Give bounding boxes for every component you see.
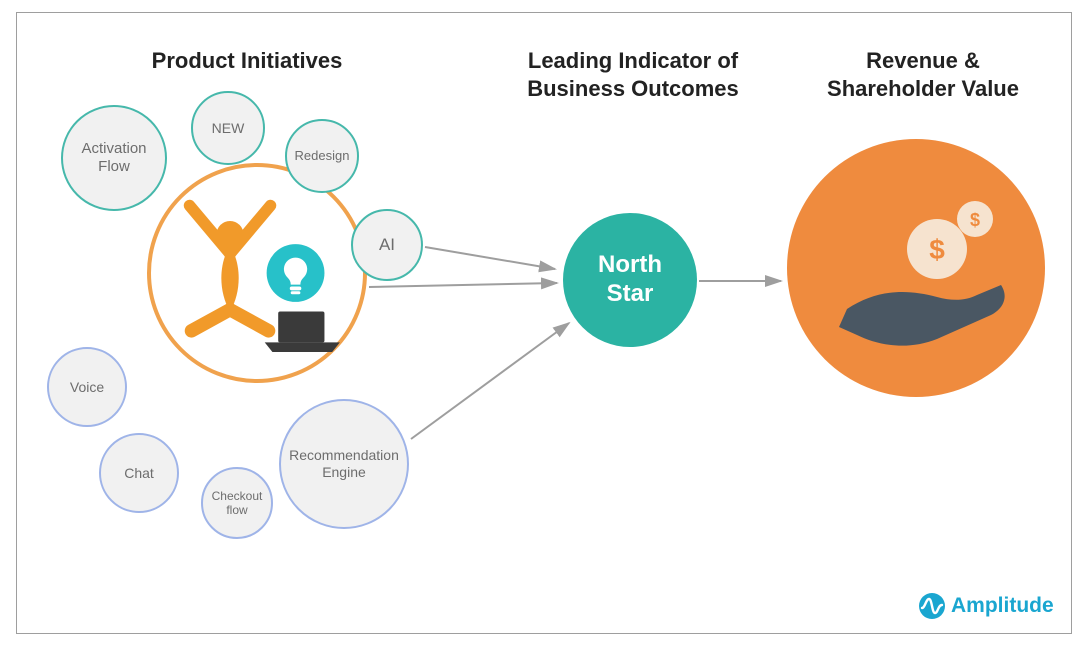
svg-text:$: $: [929, 234, 945, 265]
initiatives-hero-circle: [147, 163, 367, 383]
bubble-new: NEW: [191, 91, 265, 165]
bubble-label: AI: [379, 235, 395, 255]
revenue-circle: $ $: [787, 139, 1045, 397]
bubble-label: Checkoutflow: [212, 489, 263, 518]
bubble-label: RecommendationEngine: [289, 447, 399, 481]
diagram-stage: Product Initiatives Leading Indicator of…: [17, 13, 1071, 633]
hand-coins-icon: $ $: [787, 139, 1045, 397]
hero-illustration: [151, 167, 363, 379]
bubble-label: Chat: [124, 465, 154, 482]
bubble-label: NEW: [212, 120, 245, 137]
amplitude-logo-icon: [919, 593, 945, 619]
svg-text:$: $: [970, 210, 980, 230]
bubble-checkout-flow: Checkoutflow: [201, 467, 273, 539]
bubble-ai: AI: [351, 209, 423, 281]
amplitude-logo: Amplitude: [919, 593, 1054, 619]
bubble-label: ActivationFlow: [81, 140, 146, 176]
heading-revenue: Revenue &Shareholder Value: [793, 47, 1053, 102]
bubble-label: Voice: [70, 379, 104, 396]
bubble-label: Redesign: [295, 148, 350, 164]
bubble-recommendation-engine: RecommendationEngine: [279, 399, 409, 529]
diagram-frame: Product Initiatives Leading Indicator of…: [16, 12, 1072, 634]
bubble-activation-flow: ActivationFlow: [61, 105, 167, 211]
north-star-circle: NorthStar: [563, 213, 697, 347]
bubble-redesign: Redesign: [285, 119, 359, 193]
amplitude-logo-text: Amplitude: [951, 594, 1054, 618]
heading-north-star: Leading Indicator ofBusiness Outcomes: [503, 47, 763, 102]
heading-initiatives: Product Initiatives: [117, 47, 377, 75]
bubble-chat: Chat: [99, 433, 179, 513]
bubble-voice: Voice: [47, 347, 127, 427]
north-star-label: NorthStar: [598, 251, 662, 309]
